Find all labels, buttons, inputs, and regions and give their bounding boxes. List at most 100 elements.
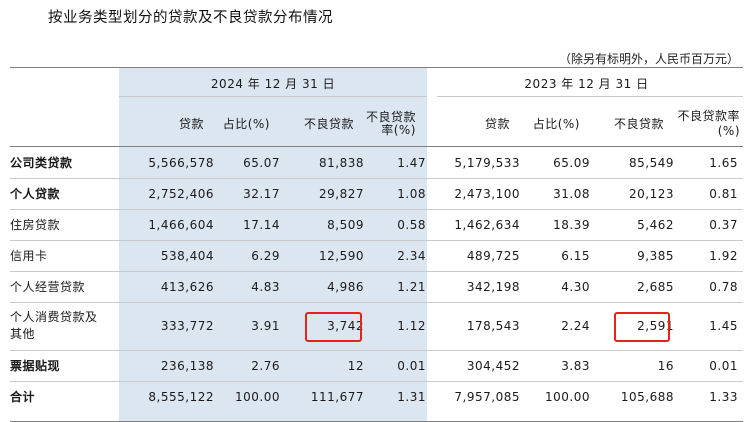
- cell-npl-ratio-current: 2.34: [397, 248, 426, 263]
- cell-share-prior: 31.08: [553, 186, 590, 201]
- cell-npl-current: 12,590: [319, 248, 364, 263]
- table-row: 票据贴现 236,138 2.76 12 0.01 304,452 3.83 16 0.01: [10, 350, 743, 381]
- cell-npl-ratio-current: 1.12: [397, 319, 426, 333]
- cell-npl-current: 12: [347, 358, 364, 373]
- cell-loans-prior: 304,452: [466, 358, 520, 373]
- highlight-npl-prior: [614, 312, 670, 342]
- cell-npl-current: 8,509: [327, 217, 364, 232]
- cell-loans-current: 538,404: [160, 248, 214, 263]
- row-label-line2: 其他: [10, 327, 36, 341]
- current-period-rule: [119, 96, 427, 97]
- cell-npl-ratio-prior: 0.78: [709, 279, 738, 294]
- row-divider: [10, 381, 743, 382]
- cell-share-prior: 18.39: [553, 217, 590, 232]
- cell-share-current: 100.00: [235, 389, 280, 404]
- cell-loans-current: 333,772: [160, 319, 214, 333]
- unit-note: （除另有标明外，人民币百万元）: [558, 52, 739, 66]
- period-current: 2024 年 12 月 31 日: [210, 77, 336, 91]
- row-divider: [10, 271, 743, 272]
- prior-period-rule: [437, 96, 743, 97]
- cell-loans-current: 5,566,578: [148, 155, 214, 170]
- table-row: 合计 8,555,122 100.00 111,677 1.31 7,957,085 100…: [10, 381, 743, 412]
- row-divider: [10, 302, 743, 303]
- cell-loans-current: 413,626: [160, 279, 214, 294]
- cell-loans-prior: 178,543: [466, 319, 520, 333]
- cell-share-prior: 4.30: [561, 279, 590, 294]
- col-npl-prior: 不良贷款: [613, 116, 664, 131]
- col-loans-current: 贷款: [178, 116, 204, 131]
- cell-loans-prior: 1,462,634: [454, 217, 520, 232]
- row-divider: [10, 178, 743, 179]
- cell-loans-prior: 2,473,100: [454, 186, 520, 201]
- cell-npl-ratio-prior: 0.37: [709, 217, 738, 232]
- row-label: 合计: [10, 390, 36, 404]
- cell-npl-ratio-prior: 1.65: [709, 155, 738, 170]
- col-share-current: 占比(%): [222, 116, 270, 131]
- cell-loans-current: 236,138: [160, 358, 214, 373]
- row-label: 个人消费贷款及 其他: [10, 302, 120, 350]
- header-bottom-rule: [10, 146, 743, 147]
- table-row: 住房贷款 1,466,604 17.14 8,509 0.58 1,462,634 18.3…: [10, 209, 743, 240]
- cell-npl-current: 81,838: [319, 155, 364, 170]
- cell-loans-current: 8,555,122: [148, 389, 214, 404]
- cell-npl-prior: 20,123: [629, 186, 674, 201]
- row-divider: [10, 209, 743, 210]
- table-row: 个人经营贷款 413,626 4.83 4,986 1.21 342,198 4.30 2,6…: [10, 271, 743, 302]
- cell-share-current: 4.83: [251, 279, 280, 294]
- cell-share-prior: 100.00: [545, 389, 590, 404]
- cell-npl-prior: 2,591: [637, 319, 674, 333]
- cell-npl-prior: 9,385: [637, 248, 674, 263]
- col-share-prior: 占比(%): [532, 116, 580, 131]
- col-npl-ratio-current-line1: 不良贷款: [365, 110, 416, 124]
- cell-share-current: 2.76: [251, 358, 280, 373]
- cell-npl-current: 111,677: [310, 389, 364, 404]
- col-npl-current: 不良贷款: [303, 116, 354, 131]
- row-label: 票据贴现: [10, 359, 61, 373]
- table-row: 个人贷款 2,752,406 32.17 29,827 1.08 2,473,100 31.…: [10, 178, 743, 209]
- cell-loans-prior: 5,179,533: [454, 155, 520, 170]
- cell-npl-ratio-current: 1.47: [397, 155, 426, 170]
- col-npl-ratio-prior: 不良贷款率(%): [677, 109, 740, 138]
- table-row: 个人消费贷款及 其他 333,772 3.91 3,742 1.12 178,543 2.24…: [10, 302, 743, 350]
- cell-loans-current: 1,466,604: [148, 217, 214, 232]
- cell-npl-current: 4,986: [327, 279, 364, 294]
- cell-share-current: 17.14: [243, 217, 280, 232]
- row-label: 信用卡: [10, 249, 48, 263]
- page-title: 按业务类型划分的贷款及不良贷款分布情况: [48, 10, 333, 26]
- cell-npl-ratio-current: 1.08: [397, 186, 426, 201]
- cell-npl-ratio-current: 0.58: [397, 217, 426, 232]
- cell-npl-current: 3,742: [327, 319, 364, 333]
- cell-loans-prior: 489,725: [466, 248, 520, 263]
- table-row: 公司类贷款 5,566,578 65.07 81,838 1.47 5,179,533 65…: [10, 147, 743, 178]
- row-label: 个人贷款: [10, 187, 61, 201]
- cell-npl-prior: 2,685: [637, 279, 674, 294]
- cell-share-prior: 65.09: [553, 155, 590, 170]
- cell-npl-prior: 5,462: [637, 217, 674, 232]
- row-label: 住房贷款: [10, 218, 61, 232]
- cell-npl-ratio-prior: 0.81: [709, 186, 738, 201]
- cell-npl-ratio-prior: 1.92: [709, 248, 738, 263]
- table-top-rule: [10, 67, 743, 68]
- row-label: 个人经营贷款: [10, 280, 86, 294]
- row-label: 公司类贷款: [10, 156, 73, 170]
- row-divider: [10, 350, 743, 351]
- cell-npl-ratio-current: 0.01: [397, 358, 426, 373]
- cell-share-current: 3.91: [251, 319, 280, 333]
- cell-loans-current: 2,752,406: [148, 186, 214, 201]
- cell-npl-prior: 85,549: [629, 155, 674, 170]
- col-npl-ratio-current-line2: 率(%): [381, 123, 416, 137]
- highlight-npl-current: [305, 312, 362, 342]
- row-label-line1: 个人消费贷款及: [10, 310, 98, 324]
- cell-share-prior: 6.15: [561, 248, 590, 263]
- cell-share-prior: 2.24: [561, 319, 590, 333]
- cell-npl-current: 29,827: [319, 186, 364, 201]
- cell-npl-prior: 16: [657, 358, 674, 373]
- cell-npl-ratio-prior: 0.01: [709, 358, 738, 373]
- table-row: 信用卡 538,404 6.29 12,590 2.34 489,725 6.15 9,385…: [10, 240, 743, 271]
- cell-share-current: 65.07: [243, 155, 280, 170]
- cell-share-prior: 3.83: [561, 358, 590, 373]
- cell-loans-prior: 342,198: [466, 279, 520, 294]
- cell-share-current: 32.17: [243, 186, 280, 201]
- period-prior: 2023 年 12 月 31 日: [524, 77, 649, 91]
- current-period-shading: [119, 68, 427, 422]
